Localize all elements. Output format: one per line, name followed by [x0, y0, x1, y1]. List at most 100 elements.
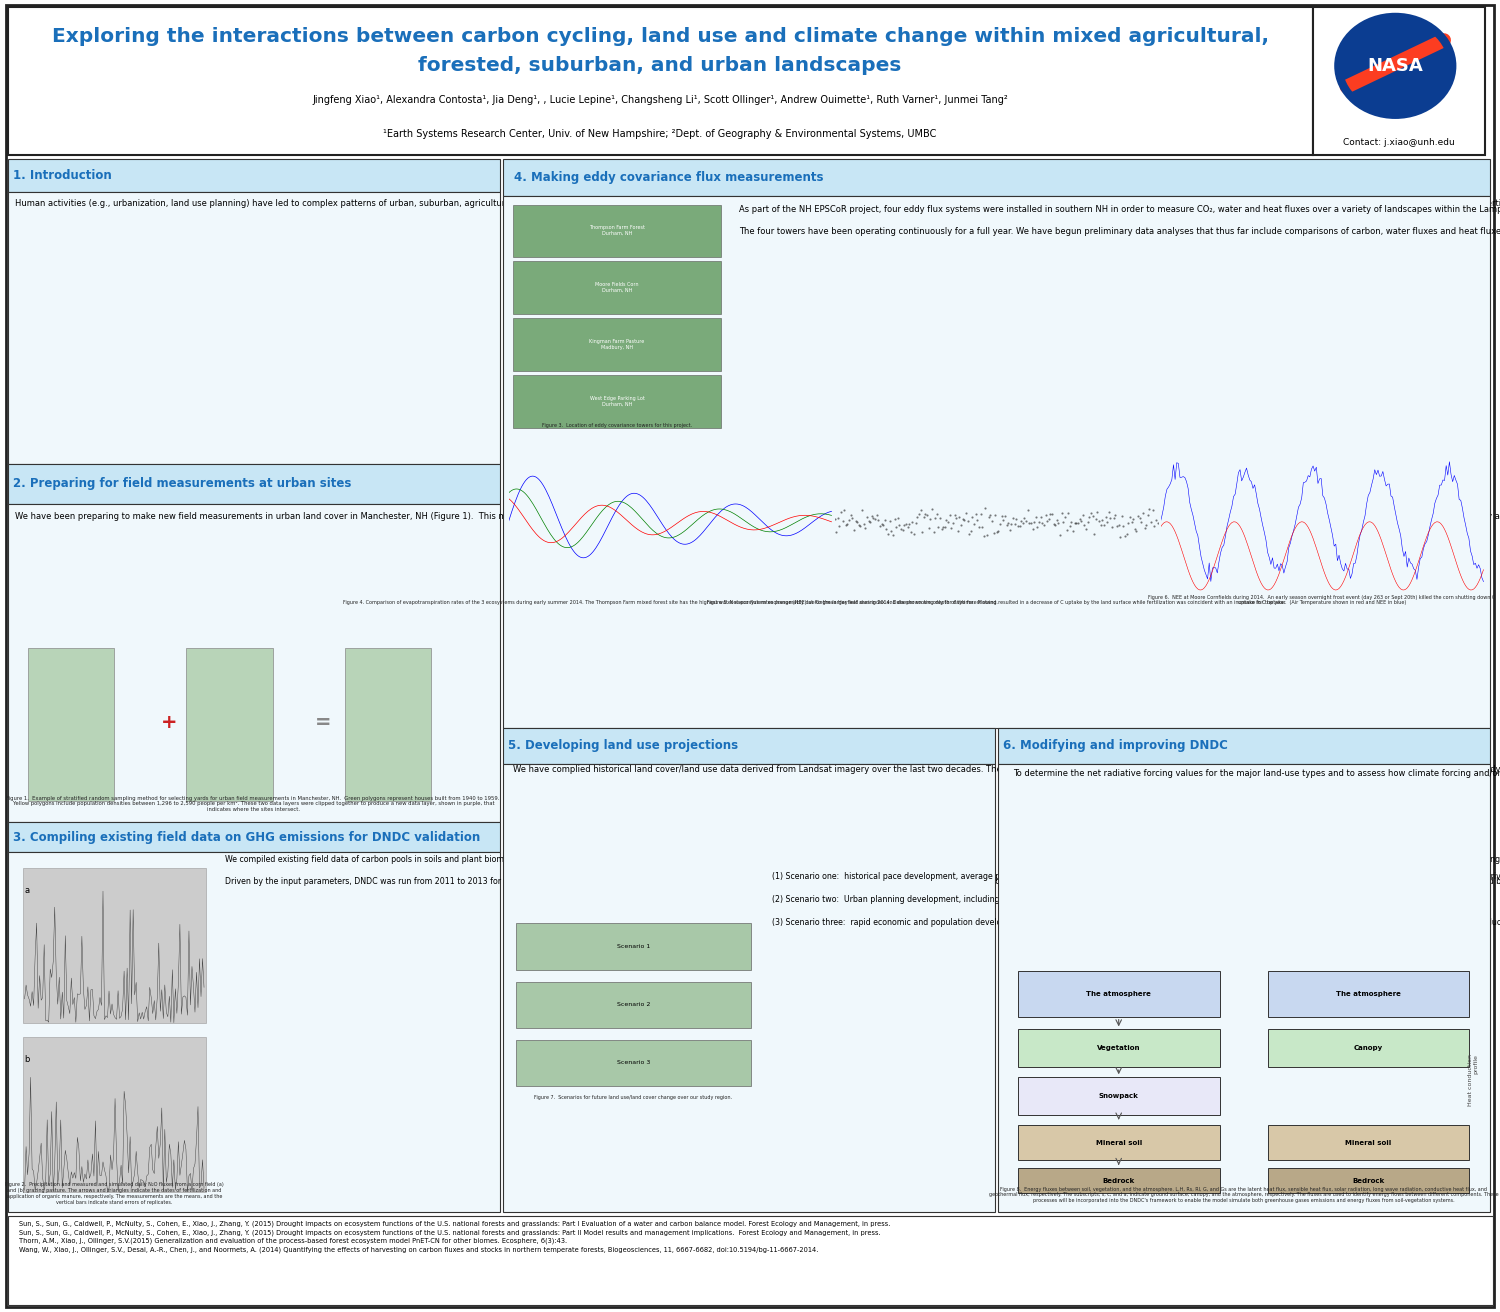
Point	[1101, 508, 1125, 529]
Text: 4. Making eddy covariance flux measurements: 4. Making eddy covariance flux measureme…	[514, 171, 824, 184]
Point	[1144, 509, 1168, 530]
Point	[868, 516, 892, 537]
Bar	[1268, 1168, 1468, 1193]
Point	[952, 509, 976, 530]
Point	[978, 505, 1002, 526]
Point	[1136, 504, 1160, 525]
Point	[939, 518, 963, 539]
Text: Mineral soil: Mineral soil	[1346, 1140, 1392, 1145]
Point	[1080, 505, 1104, 526]
Point	[898, 522, 922, 543]
Text: =: =	[315, 714, 332, 732]
Point	[1011, 513, 1035, 534]
Point	[1094, 506, 1118, 527]
Point	[902, 523, 926, 544]
Point	[975, 525, 999, 546]
Point	[1024, 506, 1048, 527]
Point	[912, 506, 936, 527]
Text: 5. Developing land use projections: 5. Developing land use projections	[509, 740, 738, 752]
Point	[926, 504, 950, 525]
Point	[871, 514, 895, 535]
Text: a: a	[24, 886, 30, 895]
Text: Moore Fields Corn
Durham, NH: Moore Fields Corn Durham, NH	[596, 282, 639, 293]
Point	[927, 516, 951, 537]
Point	[839, 504, 862, 525]
Point	[837, 509, 861, 530]
Text: 1. Introduction: 1. Introduction	[13, 169, 112, 182]
Point	[1125, 521, 1149, 542]
Point	[882, 509, 906, 530]
Text: The atmosphere: The atmosphere	[1336, 991, 1401, 997]
Text: Vegetation: Vegetation	[1096, 1046, 1140, 1051]
Point	[1038, 504, 1062, 525]
Text: (1) Scenario one:  historical pace development, average population growth and ec: (1) Scenario one: historical pace develo…	[772, 872, 1500, 926]
Point	[1036, 509, 1060, 530]
Point	[891, 520, 915, 541]
Point	[1104, 505, 1128, 526]
Point	[843, 510, 867, 531]
Point	[1131, 502, 1155, 523]
Text: b: b	[24, 1055, 30, 1064]
Text: We have complied historical land cover/land use data derived from Landsat imager: We have complied historical land cover/l…	[513, 765, 1500, 774]
Point	[1086, 501, 1110, 522]
Point	[1138, 512, 1162, 533]
Point	[859, 506, 883, 527]
Point	[1000, 508, 1024, 529]
Point	[833, 500, 856, 521]
Point	[890, 520, 914, 541]
Point	[976, 506, 1000, 527]
Point	[1060, 521, 1084, 542]
Point	[1108, 527, 1132, 548]
Point	[1072, 514, 1096, 535]
Point	[1096, 501, 1120, 522]
Point	[1013, 508, 1036, 529]
Point	[858, 512, 882, 533]
Point	[888, 514, 912, 535]
Bar	[186, 648, 273, 802]
Point	[844, 512, 868, 533]
Point	[1062, 513, 1086, 534]
Point	[1092, 514, 1116, 535]
Point	[1118, 506, 1142, 527]
Bar	[22, 1038, 206, 1193]
Text: Canopy: Canopy	[1353, 1046, 1383, 1051]
Bar	[22, 869, 206, 1023]
Bar	[516, 1039, 750, 1086]
Point	[908, 504, 932, 525]
Point	[864, 505, 888, 526]
Text: NASA: NASA	[1368, 56, 1424, 75]
Point	[867, 509, 891, 530]
Point	[942, 505, 966, 526]
Text: Bedrock: Bedrock	[1352, 1178, 1384, 1183]
Text: Scenario 3: Scenario 3	[616, 1060, 650, 1065]
Point	[1132, 518, 1156, 539]
Text: To determine the net radiative forcing values for the major land-use types and t: To determine the net radiative forcing v…	[1013, 769, 1500, 778]
Point	[831, 510, 855, 531]
Point	[998, 520, 1022, 541]
Point	[958, 521, 982, 542]
Bar	[1019, 1077, 1220, 1115]
Point	[847, 514, 871, 535]
Circle shape	[1338, 17, 1452, 114]
Point	[876, 523, 900, 544]
Point	[1134, 514, 1158, 535]
Point	[1146, 513, 1170, 534]
Text: The atmosphere: The atmosphere	[1086, 991, 1150, 997]
Point	[915, 505, 939, 526]
Point	[1100, 516, 1124, 537]
Point	[1066, 513, 1090, 534]
Text: 2. Preparing for field measurements at urban sites: 2. Preparing for field measurements at u…	[13, 478, 352, 491]
Point	[968, 517, 992, 538]
Point	[1119, 512, 1143, 533]
Text: Figure 2.  Precipitation and measured and simulated daily N₂O fluxes from a corn: Figure 2. Precipitation and measured and…	[4, 1182, 224, 1204]
Point	[948, 506, 972, 527]
Point	[850, 500, 874, 521]
Bar	[345, 648, 430, 802]
Point	[1029, 506, 1053, 527]
Text: Figure 3.  Location of eddy covariance towers for this project.: Figure 3. Location of eddy covariance to…	[542, 422, 692, 428]
Point	[878, 510, 902, 531]
Point	[1088, 510, 1112, 531]
Point	[918, 509, 942, 530]
Point	[938, 505, 962, 526]
Point	[1008, 516, 1032, 537]
